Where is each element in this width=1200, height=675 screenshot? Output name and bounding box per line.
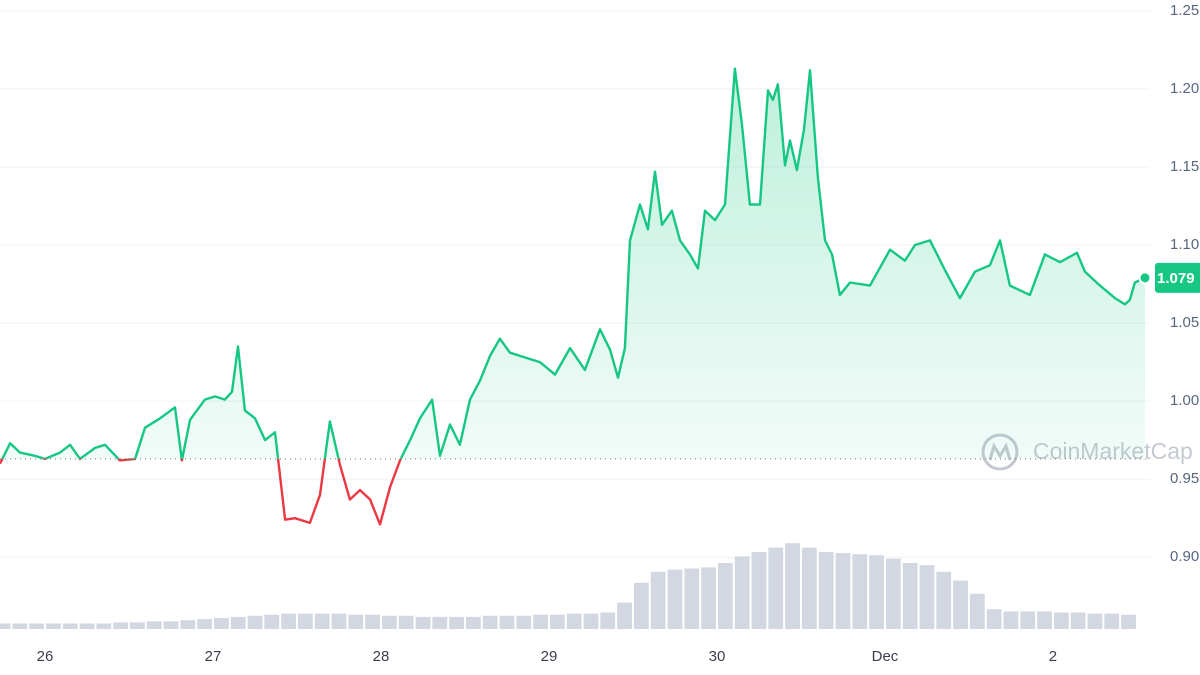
volume-bar (12, 623, 28, 629)
volume-bar (96, 623, 112, 629)
volume-bar (113, 622, 129, 629)
volume-bar (398, 615, 414, 629)
price-label-box (1155, 262, 1200, 293)
volume-bar (835, 553, 851, 629)
volume-bar (566, 613, 582, 629)
volume-bar (482, 615, 498, 629)
volume-bar (1121, 614, 1136, 629)
volume-bar (600, 612, 616, 629)
volume-bar (146, 621, 162, 629)
x-tick-label: 27 (205, 648, 222, 665)
y-tick-label: 0.90 (1170, 548, 1199, 565)
volume-bar (331, 613, 347, 629)
volume-bar (415, 616, 431, 629)
volume-bar (46, 623, 61, 629)
volume-bar (818, 552, 834, 629)
price-line-up (1, 67, 1146, 459)
volume-bar (1037, 611, 1052, 629)
volume-bar (1020, 611, 1036, 629)
volume-bar (583, 613, 599, 629)
volume-bar (785, 543, 800, 629)
volume-bar (633, 582, 649, 629)
volume-bar (499, 615, 515, 629)
y-tick-label: 1.00 (1170, 392, 1199, 409)
price-area (0, 68, 1145, 459)
volume-bar (650, 571, 666, 629)
volume-bar (549, 614, 565, 629)
volume-bar (516, 615, 532, 629)
volume-bar (852, 554, 868, 629)
volume-bar (281, 613, 297, 629)
volume-bar (298, 613, 313, 629)
volume-bar (768, 547, 784, 629)
volume-bar (902, 563, 918, 629)
y-tick-label: 1.05 (1170, 314, 1199, 331)
y-tick-label: 1.25 (1170, 2, 1199, 19)
price-label: 1.079 (1157, 270, 1195, 287)
volume-bar (365, 614, 380, 629)
volume-bar (29, 623, 45, 629)
volume-bar (885, 558, 901, 629)
volume-bar (264, 614, 280, 629)
volume-bar (163, 621, 179, 629)
volume-bar (197, 619, 213, 629)
volume-bar (449, 616, 464, 629)
volume-bar (432, 616, 448, 629)
y-tick-label: 0.95 (1170, 470, 1199, 487)
volume-bar (381, 615, 397, 629)
volume-bar (701, 567, 716, 629)
volume-bar (953, 580, 968, 629)
volume-bar (465, 616, 481, 629)
x-tick-label: 29 (541, 648, 558, 665)
volume-bar (801, 547, 817, 629)
volume-bar (919, 565, 935, 629)
volume-bar (230, 616, 246, 629)
x-tick-label: 28 (373, 648, 390, 665)
volume-bar (0, 623, 11, 629)
volume-bar (1087, 613, 1103, 629)
volume-bar (130, 622, 145, 629)
volume-bar (684, 568, 700, 629)
volume-bar (667, 569, 683, 629)
volume-bar (986, 609, 1002, 629)
volume-bar (717, 563, 733, 629)
volume-bar (214, 618, 229, 629)
volume-bar (79, 623, 95, 629)
volume-bar (1003, 611, 1019, 629)
y-tick-label: 1.20 (1170, 80, 1199, 97)
volume-bar (617, 602, 632, 629)
volume-bar (533, 614, 548, 629)
volume-bar (180, 620, 196, 629)
volume-bar (936, 571, 952, 629)
volume-bar (751, 552, 767, 629)
volume-bar (348, 614, 364, 629)
y-tick-label: 1.10 (1170, 236, 1199, 253)
volume-bar (1053, 612, 1069, 629)
volume-bar (247, 615, 263, 629)
last-point (1138, 271, 1152, 285)
y-tick-label: 1.15 (1170, 158, 1199, 175)
volume-bar (1070, 612, 1086, 629)
volume-bar (62, 623, 78, 629)
volume-bar (869, 555, 884, 629)
x-tick-label: Dec (872, 648, 899, 665)
volume-bar (1104, 613, 1120, 629)
x-tick-label: 2 (1049, 648, 1057, 665)
volume-bar (734, 556, 750, 629)
volume-bar (314, 613, 330, 629)
volume-bar (969, 593, 985, 629)
x-tick-label: 30 (709, 648, 726, 665)
x-tick-label: 26 (37, 648, 54, 665)
